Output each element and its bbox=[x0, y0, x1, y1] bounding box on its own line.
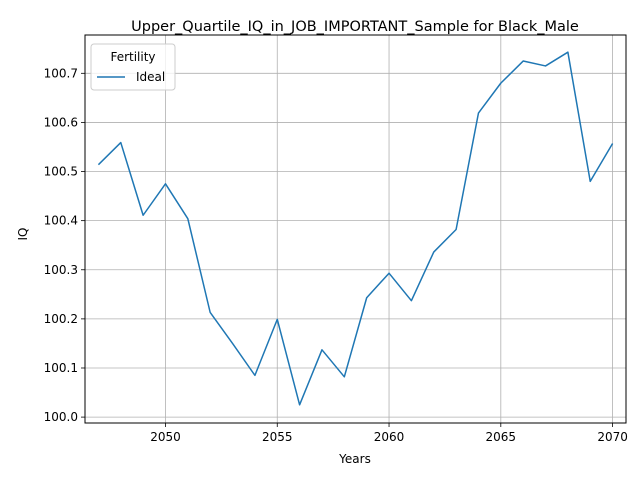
y-tick-label: 100.1 bbox=[44, 361, 78, 375]
y-tick-label: 100.4 bbox=[44, 214, 78, 228]
y-tick-label: 100.2 bbox=[44, 312, 78, 326]
y-tick-label: 100.5 bbox=[44, 165, 78, 179]
y-tick-label: 100.6 bbox=[44, 115, 78, 129]
x-tick-label: 2060 bbox=[374, 430, 405, 444]
y-tick-label: 100.7 bbox=[44, 66, 78, 80]
x-tick-label: 2055 bbox=[262, 430, 293, 444]
chart-title: Upper_Quartile_IQ_in_JOB_IMPORTANT_Sampl… bbox=[131, 19, 579, 35]
x-tick-label: 2065 bbox=[486, 430, 517, 444]
x-tick-label: 2070 bbox=[597, 430, 628, 444]
legend-entry-ideal: Ideal bbox=[136, 70, 165, 84]
legend-title: Fertility bbox=[110, 50, 155, 64]
x-axis-label: Years bbox=[338, 452, 371, 466]
y-tick-label: 100.0 bbox=[44, 410, 78, 424]
x-tick-label: 2050 bbox=[150, 430, 181, 444]
y-axis-label: IQ bbox=[16, 228, 30, 241]
legend: Fertility Ideal bbox=[91, 44, 175, 90]
y-tick-label: 100.3 bbox=[44, 263, 78, 277]
